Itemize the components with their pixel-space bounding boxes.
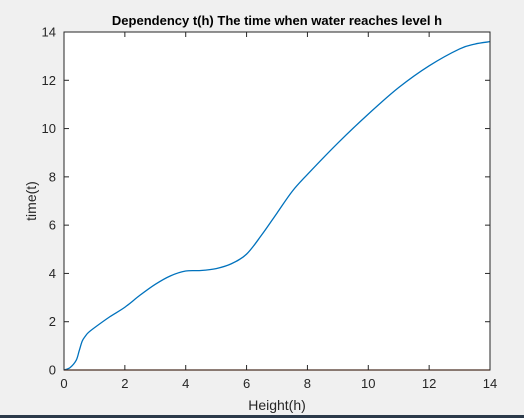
axis-ticks: 0 2 4 6 8 10 12 14 0 2 4 6 8 10 12 14 (42, 25, 498, 392)
x-tick-label: 4 (182, 376, 189, 391)
x-tick-label: 12 (422, 376, 436, 391)
y-tick-label: 4 (49, 266, 56, 281)
y-tick-label: 10 (42, 121, 56, 136)
x-axis-label: Height(h) (248, 397, 306, 413)
y-axis-label: time(t) (23, 181, 39, 221)
x-tick-label: 10 (361, 376, 375, 391)
y-tick-label: 14 (42, 25, 56, 40)
chart-title: Dependency t(h) The time when water reac… (112, 13, 442, 28)
x-tick-label: 14 (483, 376, 497, 391)
series-line-1 (63, 41, 491, 371)
y-tick-label: 2 (49, 314, 56, 329)
x-tick-label: 2 (121, 376, 128, 391)
axes-box (63, 31, 491, 371)
x-tick-label: 0 (60, 376, 67, 391)
y-tick-label: 12 (42, 73, 56, 88)
y-tick-label: 6 (49, 218, 56, 233)
y-tick-label: 0 (49, 363, 56, 378)
axes-background (64, 32, 490, 370)
x-tick-label: 8 (304, 376, 311, 391)
window-bottom-border (0, 415, 524, 418)
x-tick-label: 6 (243, 376, 250, 391)
y-tick-label: 8 (49, 169, 56, 184)
